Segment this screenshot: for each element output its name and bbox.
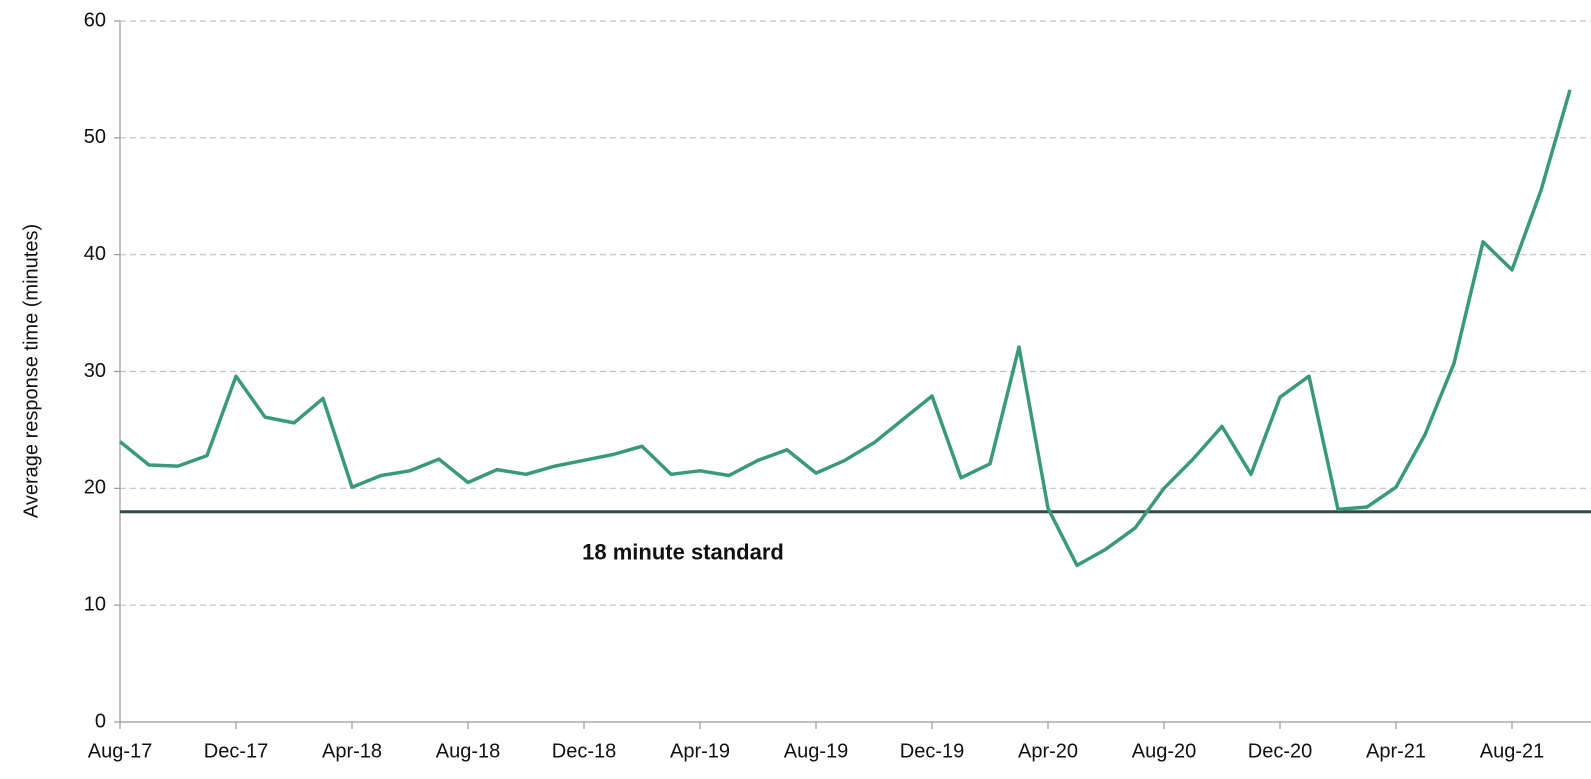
y-tick-label: 0 bbox=[95, 710, 106, 732]
x-tick-label: Aug-18 bbox=[436, 740, 501, 762]
x-tick-label: Apr-21 bbox=[1366, 740, 1426, 762]
x-tick-label: Dec-17 bbox=[204, 740, 268, 762]
y-tick-label: 20 bbox=[84, 477, 106, 499]
y-tick-label: 50 bbox=[84, 126, 106, 148]
x-tick-label: Dec-20 bbox=[1248, 740, 1312, 762]
y-tick-label: 60 bbox=[84, 9, 106, 31]
x-tick-label: Dec-18 bbox=[552, 740, 616, 762]
reference-label: 18 minute standard bbox=[582, 540, 784, 565]
x-tick-label: Apr-18 bbox=[322, 740, 382, 762]
x-tick-label: Aug-21 bbox=[1480, 740, 1545, 762]
x-tick-label: Dec-19 bbox=[900, 740, 964, 762]
x-tick-label: Aug-17 bbox=[88, 740, 153, 762]
y-tick-label: 40 bbox=[84, 243, 106, 265]
y-tick-label: 30 bbox=[84, 360, 106, 382]
x-tick-label: Aug-19 bbox=[784, 740, 849, 762]
y-tick-label: 10 bbox=[84, 593, 106, 615]
x-tick-label: Apr-20 bbox=[1018, 740, 1078, 762]
y-axis-label: Average response time (minutes) bbox=[20, 224, 42, 518]
data-line bbox=[118, 89, 1572, 568]
x-tick-label: Aug-20 bbox=[1132, 740, 1197, 762]
x-tick-label: Apr-19 bbox=[670, 740, 730, 762]
